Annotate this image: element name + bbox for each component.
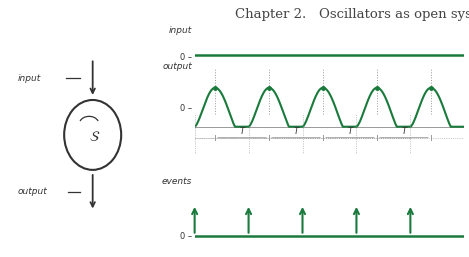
Text: output: output <box>18 187 47 196</box>
Text: T: T <box>240 127 245 136</box>
Text: output: output <box>162 62 192 71</box>
Text: input: input <box>18 74 41 83</box>
Text: T: T <box>348 127 353 136</box>
Text: 0 –: 0 – <box>180 53 192 62</box>
Text: events: events <box>161 177 192 186</box>
Text: Chapter 2.   Oscillators as open syste: Chapter 2. Oscillators as open syste <box>234 8 469 21</box>
Text: input: input <box>169 26 192 35</box>
Text: $\mathcal{S}$: $\mathcal{S}$ <box>89 130 100 144</box>
Text: 0 –: 0 – <box>180 104 192 113</box>
Text: 0 –: 0 – <box>180 232 192 241</box>
Text: T: T <box>401 127 407 136</box>
Text: T: T <box>294 127 299 136</box>
